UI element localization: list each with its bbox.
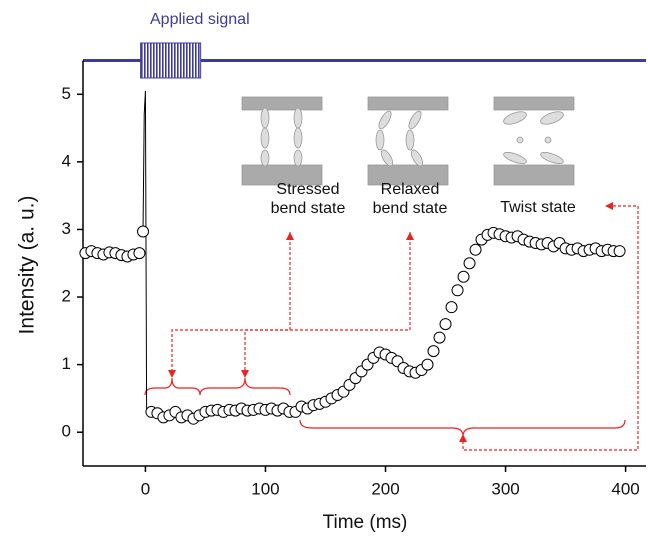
data-point	[433, 331, 446, 344]
state-label: Relaxed bend state	[373, 181, 448, 217]
state-label: Twist state	[500, 199, 576, 216]
state-label: Stressed bend state	[271, 181, 346, 217]
y-tick-label: 1	[62, 354, 71, 373]
data-point	[451, 284, 464, 297]
data-point	[439, 318, 452, 331]
annotations	[144, 202, 639, 451]
y-tick-label: 2	[62, 287, 71, 306]
x-axis-label: Time (ms)	[323, 512, 408, 533]
data-point	[469, 243, 482, 256]
y-tick-label: 5	[62, 84, 71, 103]
data-point	[613, 245, 626, 258]
signal-label: Applied signal	[150, 11, 250, 28]
data-point	[457, 270, 470, 283]
y-axis-label: Intensity (a. u.)	[16, 196, 39, 335]
x-tick-label: 0	[141, 479, 150, 498]
x-tick-label: 300	[491, 479, 519, 498]
x-tick-label: 200	[371, 479, 399, 498]
x-tick-label: 400	[611, 479, 639, 498]
data-point	[137, 225, 150, 238]
data-point	[133, 247, 146, 260]
y-tick-label: 3	[62, 219, 71, 238]
x-tick-label: 100	[251, 479, 279, 498]
data-point	[421, 358, 434, 371]
data-point	[445, 301, 458, 314]
data-point	[427, 345, 440, 358]
y-tick-label: 4	[62, 151, 71, 170]
diagrams	[241, 96, 575, 186]
y-tick-label: 0	[62, 422, 71, 441]
data-point	[463, 257, 476, 270]
signal-pulse	[140, 42, 202, 79]
